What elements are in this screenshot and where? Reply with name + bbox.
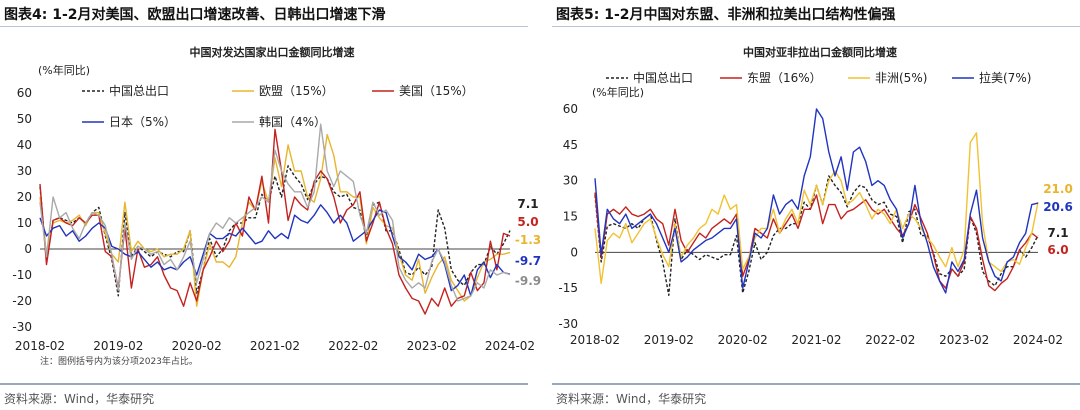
x-tick-label: 2021-02 — [791, 333, 841, 347]
y-tick-label: 15 — [563, 210, 578, 224]
x-tick-label: 2020-02 — [172, 339, 222, 353]
series-line-3 — [594, 108, 1039, 294]
right-title-rule — [552, 26, 1080, 27]
end-value-label: 7.1 — [1047, 226, 1068, 240]
x-tick-label: 2024-02 — [485, 339, 535, 353]
x-tick-label: 2019-02 — [644, 333, 694, 347]
end-value-label: -9.9 — [515, 274, 541, 288]
end-value-label: 20.6 — [1043, 200, 1073, 214]
left-source-text: 资料来源：Wind，华泰研究 — [4, 392, 155, 406]
y-tick-label: 60 — [563, 102, 578, 116]
legend-label: 拉美(7%) — [979, 70, 1031, 85]
y-tick-label: 30 — [17, 164, 32, 178]
series-line-1 — [594, 192, 1039, 292]
legend-label: 中国总出口 — [109, 83, 169, 98]
y-tick-label: -30 — [558, 317, 578, 331]
end-value-label: 7.1 — [517, 197, 538, 211]
y-tick-label: 30 — [563, 174, 578, 188]
y-tick-label: -15 — [558, 281, 578, 295]
x-tick-label: 2020-02 — [718, 333, 768, 347]
legend-label: 中国总出口 — [633, 70, 693, 85]
y-tick-label: -20 — [12, 294, 32, 308]
legend-label: 美国（15%） — [399, 84, 474, 98]
x-tick-label: 2019-02 — [93, 339, 143, 353]
chart-title: 中国对亚非拉出口金额同比增速 — [743, 45, 897, 59]
y-tick-label: 0 — [24, 242, 32, 256]
y-tick-label: 60 — [17, 86, 32, 100]
y-tick-label: -10 — [12, 268, 32, 282]
x-tick-label: 2023-02 — [939, 333, 989, 347]
right-footer-rule — [552, 383, 1080, 385]
legend-label: 韩国（4%） — [259, 114, 326, 129]
y-tick-label: 0 — [570, 245, 578, 259]
y-tick-label: -30 — [12, 320, 32, 334]
series-line-3 — [39, 204, 511, 297]
developed-markets-chart: 中国对发达国家出口金额同比增速 (%年同比) 60 50 40 30 20 10 0 -10 -20… — [12, 45, 541, 353]
y-tick-label: 50 — [17, 112, 32, 126]
y-tick-label: 20 — [17, 190, 32, 204]
x-tick-label: 2022-02 — [865, 333, 915, 347]
y-tick-label: 45 — [563, 138, 578, 152]
emerging-markets-chart: 中国对亚非拉出口金额同比增速 (%年同比) 60 45 30 15 0 -15 -30 2018-… — [558, 45, 1072, 347]
left-title-rule — [0, 26, 528, 27]
series-line-0 — [39, 165, 511, 297]
series-line-1 — [39, 133, 511, 307]
end-value-label: 5.0 — [517, 215, 538, 229]
end-value-label: -1.3 — [515, 233, 541, 247]
x-tick-label: 2023-02 — [407, 339, 457, 353]
end-value-label: 21.0 — [1043, 182, 1073, 196]
x-tick-label: 2021-02 — [250, 339, 300, 353]
left-panel-heading: 图表4: 1-2月对美国、欧盟出口增速改善、日韩出口增速下滑 — [4, 7, 386, 23]
y-tick-label: 10 — [17, 216, 32, 230]
left-chart-note: 注：图例括号内为该分项2023年占比。 — [40, 357, 198, 367]
left-footer-rule — [0, 383, 528, 385]
right-panel-heading: 图表5: 1-2月中国对东盟、非洲和拉美出口结构性偏强 — [556, 7, 896, 23]
series-line-4 — [39, 123, 511, 302]
x-tick-label: 2018-02 — [15, 339, 65, 353]
x-tick-label: 2024-02 — [1013, 333, 1063, 347]
legend-label: 日本（5%） — [109, 115, 176, 129]
end-value-label: -9.7 — [515, 254, 541, 268]
end-value-label: 6.0 — [1047, 243, 1068, 257]
legend-label: 非洲(5%) — [875, 71, 927, 85]
right-source-text: 资料来源：Wind，华泰研究 — [556, 392, 707, 406]
y-axis-label: (%年同比) — [38, 63, 90, 77]
x-tick-label: 2022-02 — [328, 339, 378, 353]
legend-label: 欧盟（15%） — [259, 84, 334, 98]
series-line-2 — [39, 128, 511, 315]
y-axis-label: (%年同比) — [592, 85, 644, 99]
legend-label: 东盟（16%） — [747, 71, 822, 85]
x-tick-label: 2018-02 — [570, 333, 620, 347]
chart-title: 中国对发达国家出口金额同比增速 — [190, 45, 355, 59]
y-tick-label: 40 — [17, 138, 32, 152]
series-line-2 — [594, 132, 1039, 285]
